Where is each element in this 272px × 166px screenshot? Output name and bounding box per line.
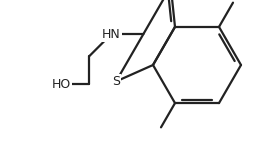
Text: S: S [112,75,120,88]
Text: HO: HO [52,78,71,90]
Text: HN: HN [102,28,121,41]
